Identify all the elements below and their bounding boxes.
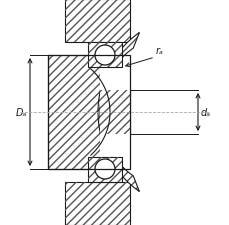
- Text: rₐ: rₐ: [155, 46, 163, 56]
- Bar: [88, 43, 121, 68]
- Text: Dₐ: Dₐ: [16, 108, 27, 117]
- Bar: [100, 91, 129, 134]
- Bar: [100, 91, 129, 134]
- Bar: [88, 157, 121, 182]
- Bar: [65, 182, 129, 225]
- Bar: [88, 43, 121, 68]
- Bar: [48, 56, 100, 169]
- Text: dₐ: dₐ: [200, 108, 210, 117]
- Bar: [48, 56, 100, 169]
- Circle shape: [95, 46, 114, 66]
- Bar: [48, 56, 129, 169]
- Bar: [88, 157, 121, 182]
- Bar: [65, 182, 129, 225]
- Bar: [100, 68, 129, 157]
- Bar: [65, 0, 129, 43]
- Polygon shape: [98, 33, 139, 192]
- Bar: [65, 0, 129, 43]
- Circle shape: [95, 159, 114, 179]
